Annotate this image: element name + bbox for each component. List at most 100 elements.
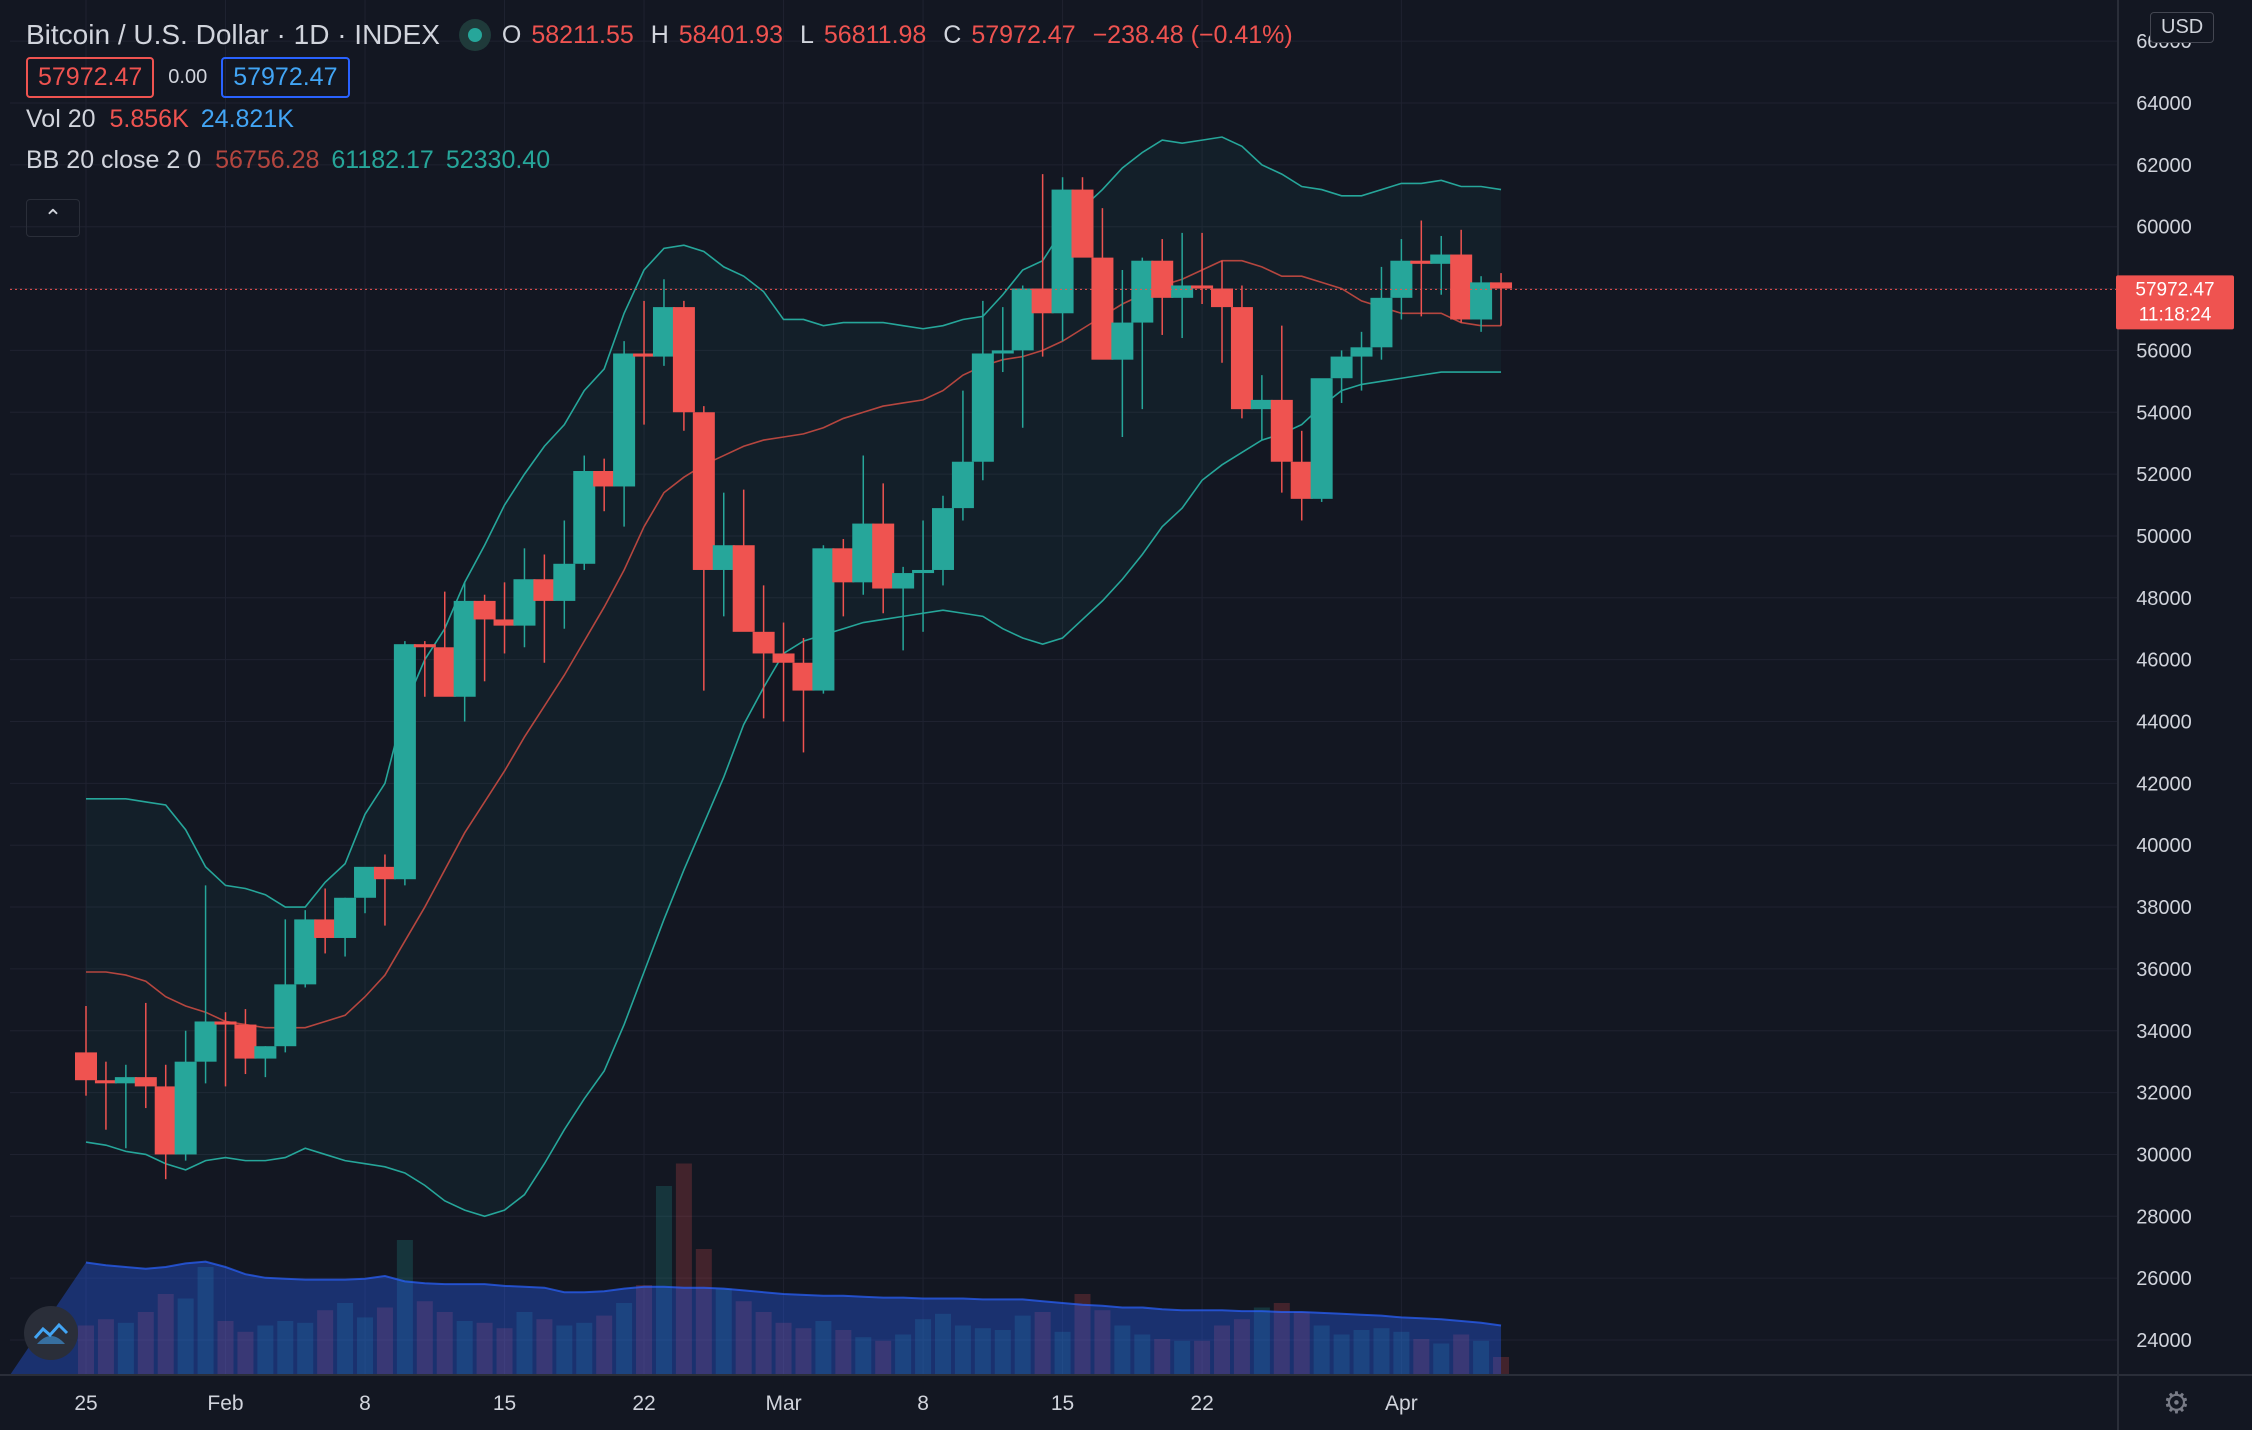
candle[interactable] [274,919,297,1053]
candle[interactable] [1270,325,1293,493]
candle[interactable] [1350,331,1373,391]
candle[interactable] [1211,260,1234,363]
candle[interactable] [393,641,416,886]
candle[interactable] [832,539,855,617]
candle[interactable] [1330,350,1353,403]
candle[interactable] [1410,220,1433,317]
volume-ma-area [10,1261,1502,1375]
candle[interactable] [334,897,357,957]
candle[interactable] [852,455,875,595]
candle[interactable] [453,582,476,722]
y-tick-label: 36000 [2136,959,2192,981]
x-tick-label: 25 [74,1392,97,1415]
candle[interactable] [493,582,516,654]
candle[interactable] [931,495,954,586]
candle[interactable] [314,888,337,954]
candle[interactable] [812,545,835,694]
candle[interactable] [951,390,974,521]
candle[interactable] [1230,285,1253,419]
candle[interactable] [1310,378,1333,502]
candle[interactable] [194,885,217,1084]
candle-body [334,897,357,938]
candle[interactable] [1051,177,1074,342]
bb-legend-lower: 52330.40 [445,145,551,174]
candle[interactable] [294,910,317,988]
sell-price[interactable]: 57972.47 [26,56,155,98]
candle[interactable] [1111,269,1134,437]
candle[interactable] [94,1061,117,1130]
candle[interactable] [75,1006,97,1096]
candle-body [1430,254,1453,264]
candle[interactable] [1470,276,1493,332]
candle[interactable] [1131,257,1154,410]
candle[interactable] [114,1064,137,1149]
candle[interactable] [1430,235,1453,295]
candle[interactable] [1151,239,1174,335]
volume-bar [396,1240,413,1375]
candle[interactable] [672,300,695,431]
candle[interactable] [553,520,576,629]
candles[interactable] [75,174,1513,1180]
candle[interactable] [633,300,656,425]
candle[interactable] [473,594,496,682]
candle[interactable] [1071,177,1094,258]
candle[interactable] [971,300,994,481]
candle[interactable] [772,622,795,722]
candle[interactable] [712,492,735,617]
candle[interactable] [752,585,775,719]
collapse-legend-button[interactable]: ⌃ [26,199,80,237]
candle[interactable] [1091,208,1114,360]
candle[interactable] [533,554,556,663]
candle[interactable] [1370,266,1393,360]
candle[interactable] [433,591,456,697]
candle[interactable] [1250,375,1273,441]
candle[interactable] [1390,239,1413,320]
candle[interactable] [234,1009,257,1075]
tradingview-logo-icon[interactable] [24,1306,78,1360]
candle[interactable] [174,1030,197,1161]
volume-bar [815,1321,832,1375]
candle[interactable] [593,458,616,512]
candle[interactable] [732,489,755,632]
candle[interactable] [652,279,675,366]
currency-label[interactable]: USD [2150,12,2215,43]
candle[interactable] [134,1002,157,1109]
candle[interactable] [1031,174,1054,357]
candle[interactable] [792,638,815,753]
candle[interactable] [573,455,596,570]
candle[interactable] [354,866,377,914]
gear-icon[interactable]: ⚙ [2163,1387,2190,1420]
candle[interactable] [892,566,915,651]
candle[interactable] [214,1012,237,1087]
volume-legend[interactable]: Vol 20 5.856K 24.821K [26,98,1303,140]
market-status-icon[interactable] [467,28,482,42]
candle[interactable] [991,307,1014,373]
candle-body [1310,378,1333,499]
candle[interactable] [1450,229,1473,323]
candle[interactable] [1171,232,1194,339]
candle-body [94,1080,117,1084]
bb-legend[interactable]: BB 20 close 2 0 56756.28 61182.17 52330.… [26,140,1303,180]
candle[interactable] [1490,273,1513,326]
bb-lower-line [85,371,1502,1218]
y-tick-label: 64000 [2136,93,2192,115]
candle[interactable] [413,641,436,697]
volume-bar [755,1312,772,1375]
candle[interactable] [692,406,715,691]
candle[interactable] [373,854,396,926]
candle[interactable] [872,483,895,614]
candle[interactable] [254,1046,277,1078]
candle[interactable] [613,341,636,527]
candle[interactable] [1191,232,1214,305]
candle[interactable] [912,520,935,632]
candle[interactable] [1011,285,1034,428]
candle-body [593,471,616,487]
symbol-title[interactable]: Bitcoin / U.S. Dollar · 1D · INDEX [26,19,440,50]
candle[interactable] [1290,430,1313,521]
candle-body [573,471,596,564]
candle[interactable] [513,548,536,648]
volume-bar [1273,1303,1290,1375]
candle[interactable] [154,1064,177,1180]
buy-price[interactable]: 57972.47 [221,56,350,98]
